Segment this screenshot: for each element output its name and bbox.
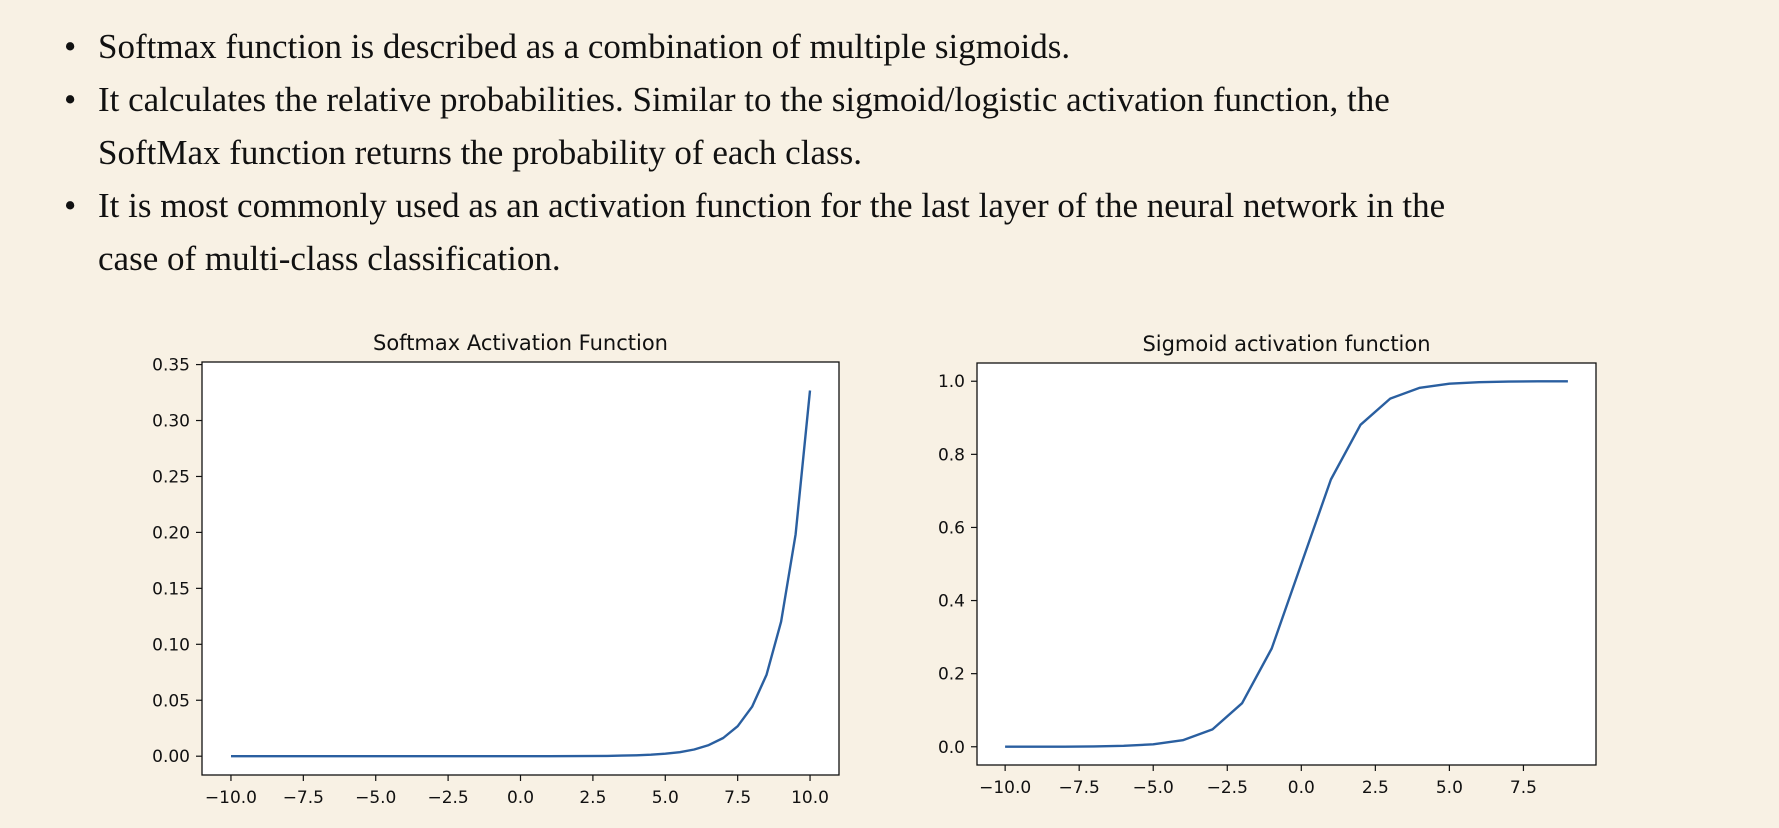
sigmoid-y-tick-label: 0.0	[938, 738, 965, 758]
softmax-x-tick-label: 0.0	[507, 788, 534, 808]
sigmoid-x-tick-label: 2.5	[1362, 778, 1389, 798]
softmax-y-tick-label: 0.05	[152, 691, 190, 711]
sigmoid-y-tick-label: 1.0	[938, 372, 965, 392]
bullet-list: • Softmax function is described as a com…	[64, 20, 1464, 285]
sigmoid-x-tick-label: −5.0	[1133, 778, 1174, 798]
softmax-y-tick-label: 0.35	[152, 356, 190, 376]
bullet-text: It calculates the relative probabilities…	[98, 80, 1390, 172]
softmax-x-tick-label: −7.5	[283, 788, 324, 808]
sigmoid-x-tick-label: −7.5	[1059, 778, 1100, 798]
bullet-item: • It is most commonly used as an activat…	[64, 179, 1464, 285]
softmax-y-tick-label: 0.15	[152, 579, 190, 599]
bullet-item: • It calculates the relative probabiliti…	[64, 73, 1464, 179]
sigmoid-x-tick-label: −2.5	[1207, 778, 1248, 798]
sigmoid-x-tick-label: 7.5	[1510, 778, 1537, 798]
softmax-plot-area	[201, 361, 840, 776]
bullet-glyph: •	[64, 80, 77, 119]
sigmoid-y-tick-label: 0.4	[938, 592, 965, 612]
softmax-y-tick-label: 0.30	[152, 412, 190, 432]
sigmoid-x-tick-label: 5.0	[1436, 778, 1463, 798]
sigmoid-y-tick-label: 0.8	[938, 445, 965, 465]
softmax-x-tick-label: 10.0	[791, 788, 829, 808]
sigmoid-y-tick-label: 0.2	[938, 665, 965, 685]
softmax-series-line	[231, 390, 812, 758]
sigmoid-x-tick-label: −10.0	[979, 778, 1031, 798]
softmax-x-tick-label: 5.0	[652, 788, 679, 808]
softmax-y-tick-label: 0.10	[152, 635, 190, 655]
sigmoid-y-tick-label: 0.6	[938, 518, 965, 538]
softmax-x-tick-label: 2.5	[579, 788, 606, 808]
bullet-glyph: •	[64, 27, 77, 66]
sigmoid-chart-title: Sigmoid activation function	[1142, 332, 1430, 356]
bullet-text: It is most commonly used as an activatio…	[98, 186, 1446, 278]
softmax-x-tick-label: −2.5	[427, 788, 468, 808]
bullet-glyph: •	[64, 186, 77, 225]
softmax-chart-title: Softmax Activation Function	[373, 331, 668, 355]
softmax-x-tick-label: −10.0	[205, 788, 257, 808]
softmax-x-tick-label: 7.5	[724, 788, 751, 808]
softmax-y-tick-label: 0.00	[152, 747, 190, 767]
sigmoid-series-line	[1005, 380, 1568, 748]
softmax-y-tick-label: 0.25	[152, 467, 190, 487]
sigmoid-plot-area	[976, 362, 1597, 766]
bullet-item: • Softmax function is described as a com…	[64, 20, 1464, 73]
softmax-y-tick-label: 0.20	[152, 523, 190, 543]
softmax-x-tick-label: −5.0	[355, 788, 396, 808]
sigmoid-x-tick-label: 0.0	[1288, 778, 1315, 798]
bullet-text: Softmax function is described as a combi…	[98, 27, 1071, 66]
